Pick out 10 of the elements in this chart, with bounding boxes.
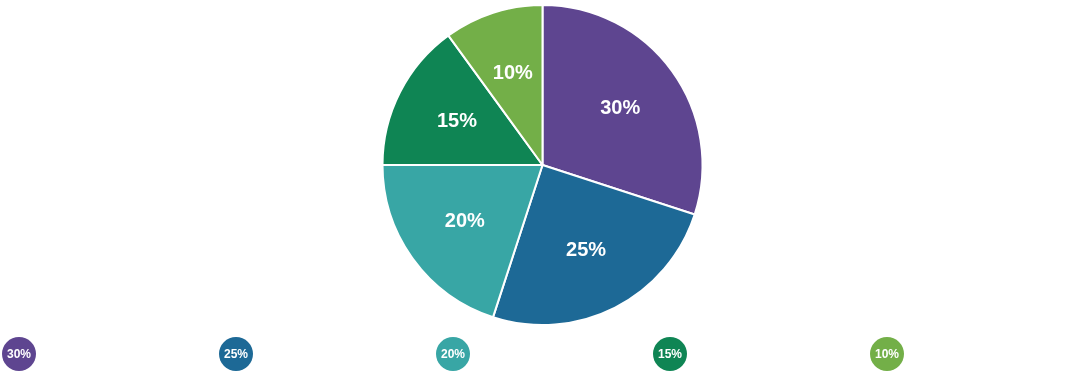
- text: 10%: [874, 347, 900, 361]
- data-label: 20%: [444, 208, 486, 231]
- data-label: 10%: [492, 61, 534, 84]
- text: 25%: [223, 347, 249, 361]
- text: 30%: [6, 347, 32, 361]
- text: 15%: [657, 347, 683, 361]
- data-label: 25%: [566, 238, 607, 261]
- data-label: 30%: [600, 96, 641, 119]
- text: 20%: [440, 347, 466, 361]
- data-label: 15%: [436, 108, 478, 131]
